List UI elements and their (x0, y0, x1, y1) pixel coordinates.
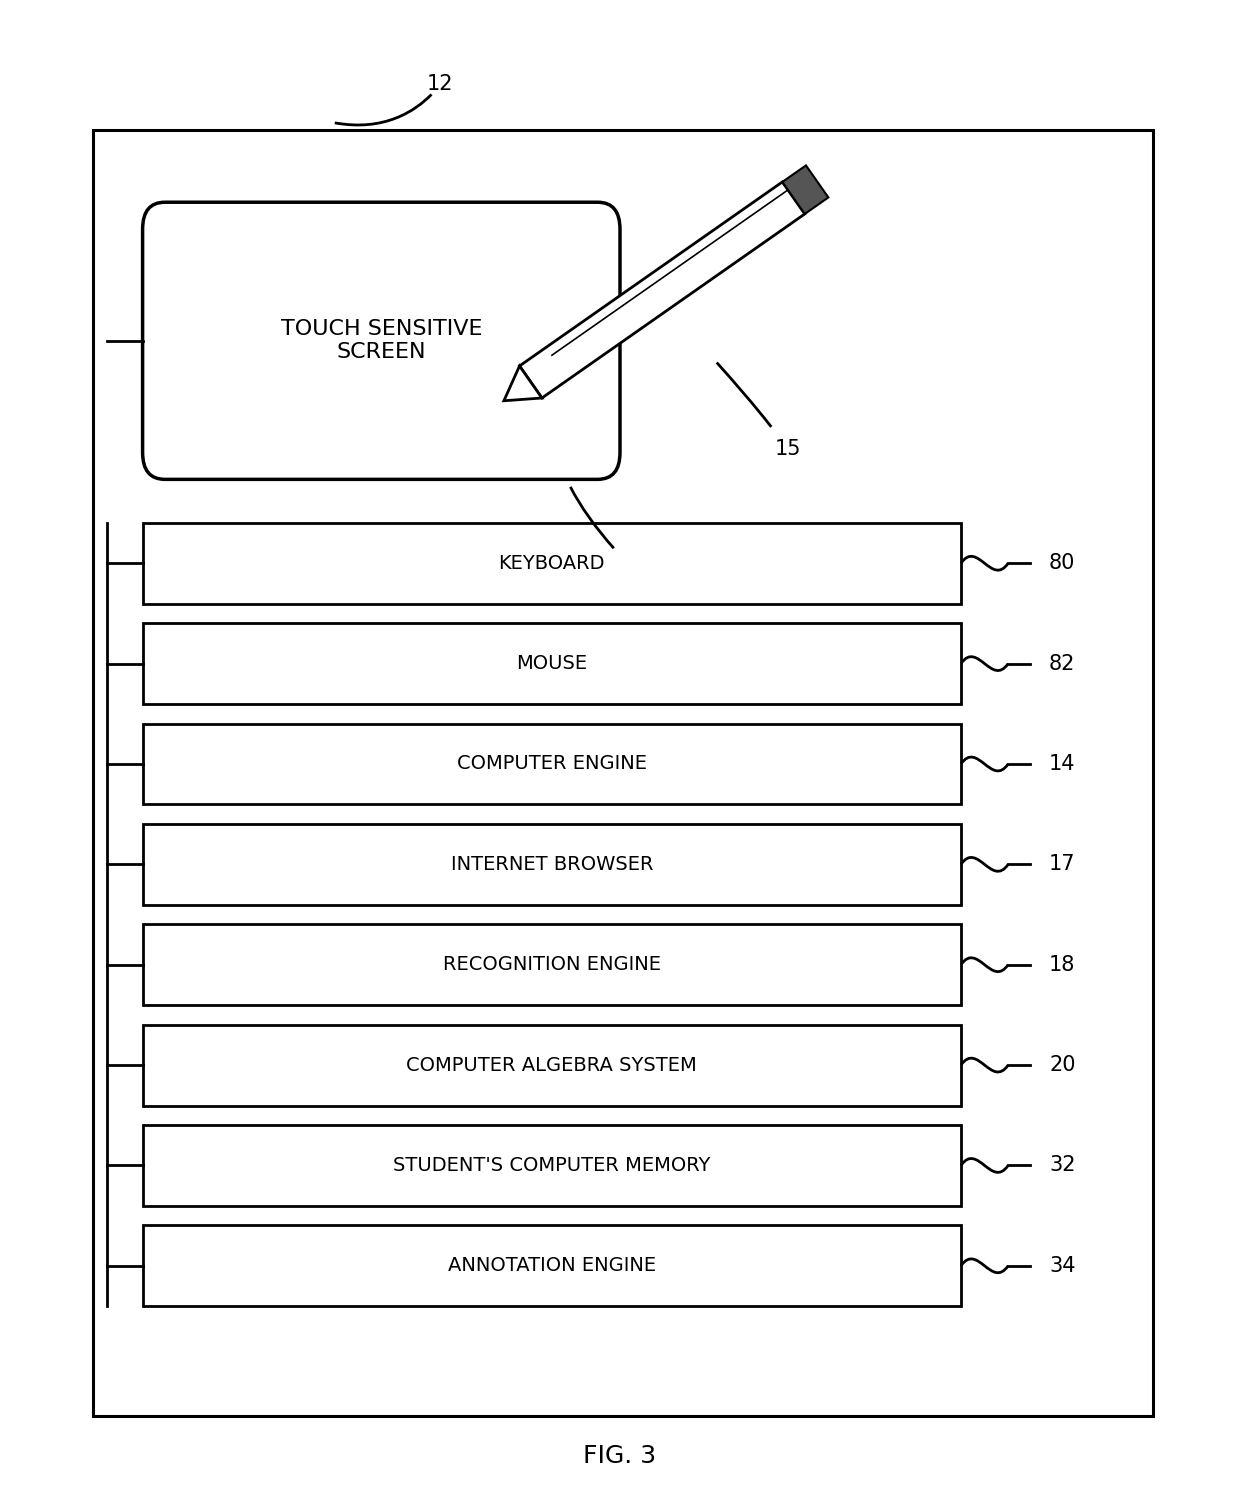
Text: 15: 15 (775, 439, 801, 460)
Bar (93, 130, 1153, 1416)
Text: FIG. 3: FIG. 3 (584, 1444, 656, 1468)
Text: 17: 17 (1049, 854, 1075, 875)
Text: 80: 80 (1049, 553, 1075, 574)
Polygon shape (503, 366, 542, 401)
Text: 18: 18 (1049, 954, 1075, 975)
Bar (143, 1125, 961, 1206)
Bar (143, 1225, 961, 1306)
Text: COMPUTER ALGEBRA SYSTEM: COMPUTER ALGEBRA SYSTEM (407, 1056, 697, 1074)
Text: STUDENT'S COMPUTER MEMORY: STUDENT'S COMPUTER MEMORY (393, 1156, 711, 1174)
Polygon shape (520, 181, 805, 398)
Bar (143, 824, 961, 905)
Text: 14: 14 (1049, 753, 1075, 774)
Bar (143, 523, 961, 604)
Text: ANNOTATION ENGINE: ANNOTATION ENGINE (448, 1257, 656, 1275)
Polygon shape (782, 165, 828, 214)
Text: 20: 20 (1049, 1055, 1075, 1076)
Text: 32: 32 (1049, 1155, 1075, 1176)
Text: MOUSE: MOUSE (516, 655, 588, 673)
Text: COMPUTER ENGINE: COMPUTER ENGINE (456, 755, 647, 773)
Text: 12: 12 (427, 73, 454, 94)
Text: 11: 11 (618, 547, 644, 568)
Text: RECOGNITION ENGINE: RECOGNITION ENGINE (443, 956, 661, 974)
Text: 34: 34 (1049, 1255, 1075, 1276)
FancyBboxPatch shape (143, 202, 620, 479)
Text: KEYBOARD: KEYBOARD (498, 554, 605, 572)
Bar (143, 724, 961, 804)
Text: INTERNET BROWSER: INTERNET BROWSER (450, 855, 653, 873)
Bar (143, 1025, 961, 1106)
Text: 82: 82 (1049, 653, 1075, 674)
Text: TOUCH SENSITIVE
SCREEN: TOUCH SENSITIVE SCREEN (280, 319, 482, 363)
Bar (143, 623, 961, 704)
Bar (143, 924, 961, 1005)
